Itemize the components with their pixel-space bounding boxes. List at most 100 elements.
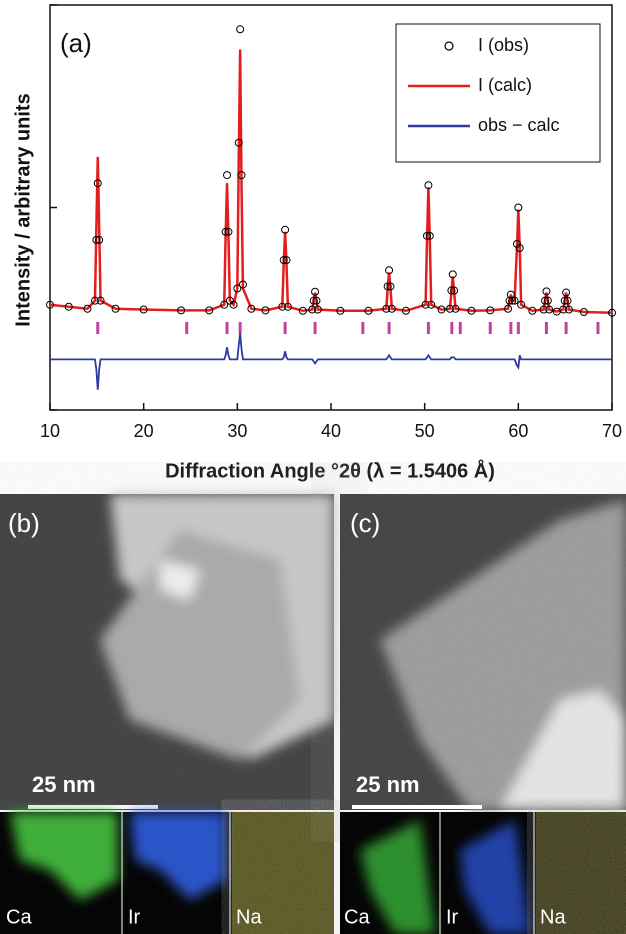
obs-point <box>467 306 476 315</box>
legend-marker <box>444 41 454 51</box>
obs-point <box>96 296 105 305</box>
obs-point <box>234 138 243 147</box>
obs-point <box>506 290 515 299</box>
obs-point <box>93 179 102 188</box>
obs-point <box>425 231 434 240</box>
panel-label: (b) <box>8 508 40 538</box>
obs-point <box>542 287 551 296</box>
obs-point <box>364 306 373 315</box>
element-label: Na <box>236 906 262 928</box>
obs-point <box>220 300 229 309</box>
ir-map <box>130 812 226 900</box>
obs-point <box>512 239 521 248</box>
obs-point <box>282 256 291 265</box>
obs-point <box>564 305 573 314</box>
obs-point <box>543 296 552 305</box>
obs-point <box>177 306 186 315</box>
obs-point <box>514 203 523 212</box>
obs-point <box>424 181 433 190</box>
obs-point <box>233 284 242 293</box>
x-tick-label: 10 <box>40 421 60 441</box>
obs-point <box>528 306 537 315</box>
y-axis-title: Intensity / arbitrary units <box>12 93 34 326</box>
obs-point <box>278 302 287 311</box>
panel-label: (c) <box>350 508 380 538</box>
texture <box>232 812 334 934</box>
xrd-chart: (a) Diffraction Angle °2θ (λ = 1.5406 Å)… <box>12 4 622 482</box>
obs-point <box>563 296 572 305</box>
x-tick-label: 60 <box>508 421 528 441</box>
x-tick-label: 70 <box>602 421 622 441</box>
obs-point <box>309 296 318 305</box>
obs-point <box>448 270 457 279</box>
obs-point <box>450 286 459 295</box>
obs-point <box>445 304 454 313</box>
obs-point <box>517 300 526 309</box>
obs-point <box>237 171 246 180</box>
obs-point <box>385 266 394 275</box>
legend-label: I (obs) <box>478 35 529 55</box>
obs-point <box>421 300 430 309</box>
obs-point <box>312 296 321 305</box>
obs-point <box>90 296 99 305</box>
obs-point <box>510 296 519 305</box>
panel-c: (c) 25 nm Ca Ir Na <box>340 494 626 934</box>
obs-point <box>221 227 230 236</box>
obs-point <box>562 288 571 297</box>
series-line <box>50 332 612 390</box>
obs-point <box>486 306 495 315</box>
obs-point <box>139 305 148 314</box>
element-label: Na <box>540 906 566 928</box>
obs-point <box>238 280 247 289</box>
element-label: Ca <box>6 906 32 928</box>
obs-point <box>281 225 290 234</box>
obs-point <box>541 296 550 305</box>
texture <box>340 494 626 810</box>
obs-point <box>313 305 322 314</box>
obs-point <box>92 235 101 244</box>
ca-map <box>10 812 118 900</box>
legend-box <box>395 23 601 163</box>
panel-label: (a) <box>60 28 92 58</box>
obs-point <box>423 231 432 240</box>
x-tick-label: 40 <box>321 421 341 441</box>
obs-point <box>205 306 214 315</box>
obs-point <box>247 304 256 313</box>
obs-point <box>427 300 436 309</box>
series-line <box>49 49 613 315</box>
obs-point <box>579 307 588 316</box>
obs-point <box>46 300 54 309</box>
obs-point <box>559 305 568 314</box>
obs-point <box>539 305 548 314</box>
obs-point <box>111 304 120 313</box>
obs-point <box>229 300 238 309</box>
obs-point <box>386 282 395 291</box>
obs-point <box>401 306 410 315</box>
obs-point <box>608 308 616 317</box>
obs-point <box>505 296 514 305</box>
obs-point <box>560 296 569 305</box>
obs-point <box>308 305 317 314</box>
obs-point <box>261 306 270 315</box>
obs-point <box>224 227 233 236</box>
obs-point <box>383 282 392 291</box>
legend-label: obs − calc <box>478 115 560 135</box>
obs-point <box>223 171 232 180</box>
obs-point <box>283 302 292 311</box>
obs-point <box>311 287 320 296</box>
panel-b: (b) 25 nm Ca Ir Na <box>0 494 334 934</box>
legend-label: I (calc) <box>478 75 532 95</box>
obs-point <box>515 244 524 252</box>
x-tick-label: 30 <box>227 421 247 441</box>
obs-point <box>236 25 245 34</box>
obs-point <box>437 305 446 314</box>
obs-point <box>387 304 396 313</box>
obs-point <box>447 286 456 295</box>
texture <box>536 812 626 934</box>
obs-point <box>298 306 307 315</box>
obs-point <box>279 256 288 265</box>
obs-point <box>83 304 92 313</box>
scale-bar-label: 25 nm <box>356 772 420 797</box>
obs-point <box>336 306 345 315</box>
